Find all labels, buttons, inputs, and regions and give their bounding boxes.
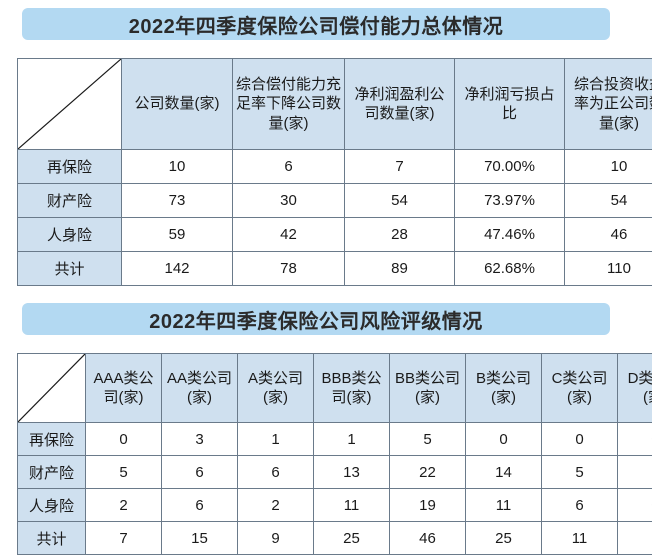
cell-value: 42 [232, 217, 345, 252]
table-row: 共计 7 15 9 25 46 25 11 2 [17, 521, 652, 555]
cell-value: 78 [232, 251, 345, 286]
cell-value: 46 [564, 217, 652, 252]
cell-value: 11 [541, 521, 618, 555]
cell-value: 6 [161, 488, 238, 522]
cell-value: 15 [161, 521, 238, 555]
cell-value: 142 [121, 251, 233, 286]
cell-value: 11 [465, 488, 542, 522]
cell-value: 6 [232, 149, 345, 184]
table-1-header-row: 公司数量(家) 综合偿付能力充足率下降公司数量(家) 净利润盈利公司数量(家) … [17, 58, 652, 150]
cell-value: 2 [617, 521, 652, 555]
column-header-profitable-companies: 净利润盈利公司数量(家) [344, 58, 455, 150]
cell-value: 89 [344, 251, 455, 286]
corner-diagonal-cell-2 [17, 353, 86, 423]
cell-value: 46 [389, 521, 466, 555]
cell-value: 0 [617, 422, 652, 456]
cell-value: 59 [121, 217, 233, 252]
cell-value: 1 [313, 422, 390, 456]
table-1-header: 公司数量(家) 综合偿付能力充足率下降公司数量(家) 净利润盈利公司数量(家) … [17, 58, 652, 150]
risk-rating-table: AAA类公司(家) AA类公司(家) A类公司(家) BBB类公司(家) BB类… [17, 353, 652, 555]
section-title-banner-2: 2022年四季度保险公司风险评级情况 [22, 303, 610, 335]
table-2-body: 再保险 0 3 1 1 5 0 0 0 财产险 5 6 6 13 22 14 5… [17, 422, 652, 555]
column-header-bbb: BBB类公司(家) [313, 353, 390, 423]
table-2-header: AAA类公司(家) AA类公司(家) A类公司(家) BBB类公司(家) BB类… [17, 353, 652, 423]
table-row: 共计 142 78 89 62.68% 110 [17, 251, 652, 286]
table-1-body: 再保险 10 6 7 70.00% 10 财产险 73 30 54 73.97%… [17, 149, 652, 286]
column-header-d: D类公司(家) [617, 353, 652, 423]
column-header-a: A类公司(家) [237, 353, 314, 423]
cell-value: 10 [121, 149, 233, 184]
cell-value: 0 [85, 422, 162, 456]
cell-value: 62.68% [454, 251, 565, 286]
corner-diagonal-cell-1 [17, 58, 122, 150]
row-label-reinsurance: 再保险 [17, 422, 86, 456]
column-header-aa: AA类公司(家) [161, 353, 238, 423]
cell-value: 25 [313, 521, 390, 555]
cell-value: 14 [465, 455, 542, 489]
cell-value: 2 [617, 455, 652, 489]
cell-value: 9 [237, 521, 314, 555]
row-label-property-insurance: 财产险 [17, 455, 86, 489]
cell-value: 73.97% [454, 183, 565, 218]
cell-value: 0 [541, 422, 618, 456]
section-title-banner-1: 2022年四季度保险公司偿付能力总体情况 [22, 8, 610, 40]
page-title-1: 2022年四季度保险公司偿付能力总体情况 [128, 15, 504, 38]
column-header-bb: BB类公司(家) [389, 353, 466, 423]
cell-value: 22 [389, 455, 466, 489]
cell-value: 110 [564, 251, 652, 286]
cell-value: 54 [564, 183, 652, 218]
column-header-positive-investment-return: 综合投资收益率为正公司数量(家) [564, 58, 652, 150]
table-row: 再保险 0 3 1 1 5 0 0 0 [17, 422, 652, 456]
cell-value: 3 [161, 422, 238, 456]
cell-value: 28 [344, 217, 455, 252]
table-row: 再保险 10 6 7 70.00% 10 [17, 149, 652, 184]
cell-value: 5 [389, 422, 466, 456]
cell-value: 25 [465, 521, 542, 555]
cell-value: 5 [85, 455, 162, 489]
cell-value: 6 [541, 488, 618, 522]
row-label-total: 共计 [17, 251, 122, 286]
cell-value: 47.46% [454, 217, 565, 252]
cell-value: 70.00% [454, 149, 565, 184]
cell-value: 6 [237, 455, 314, 489]
row-label-life-insurance: 人身险 [17, 488, 86, 522]
cell-value: 19 [389, 488, 466, 522]
column-header-company-count: 公司数量(家) [121, 58, 233, 150]
cell-value: 11 [313, 488, 390, 522]
cell-value: 1 [237, 422, 314, 456]
column-header-aaa: AAA类公司(家) [85, 353, 162, 423]
column-header-loss-ratio: 净利润亏损占比 [454, 58, 565, 150]
table-row: 人身险 59 42 28 47.46% 46 [17, 217, 652, 252]
column-header-c: C类公司(家) [541, 353, 618, 423]
cell-value: 10 [564, 149, 652, 184]
cell-value: 2 [85, 488, 162, 522]
row-label-total: 共计 [17, 521, 86, 555]
cell-value: 7 [85, 521, 162, 555]
row-label-property-insurance: 财产险 [17, 183, 122, 218]
cell-value: 6 [161, 455, 238, 489]
cell-value: 30 [232, 183, 345, 218]
column-header-solvency-ratio-decline: 综合偿付能力充足率下降公司数量(家) [232, 58, 345, 150]
cell-value: 2 [237, 488, 314, 522]
page-title-2: 2022年四季度保险公司风险评级情况 [149, 310, 483, 333]
table-row: 财产险 5 6 6 13 22 14 5 2 [17, 455, 652, 489]
cell-value: 0 [617, 488, 652, 522]
cell-value: 73 [121, 183, 233, 218]
cell-value: 54 [344, 183, 455, 218]
cell-value: 0 [465, 422, 542, 456]
cell-value: 7 [344, 149, 455, 184]
row-label-reinsurance: 再保险 [17, 149, 122, 184]
solvency-overview-table: 公司数量(家) 综合偿付能力充足率下降公司数量(家) 净利润盈利公司数量(家) … [17, 58, 652, 286]
table-2-header-row: AAA类公司(家) AA类公司(家) A类公司(家) BBB类公司(家) BB类… [17, 353, 652, 423]
row-label-life-insurance: 人身险 [17, 217, 122, 252]
column-header-b: B类公司(家) [465, 353, 542, 423]
cell-value: 13 [313, 455, 390, 489]
cell-value: 5 [541, 455, 618, 489]
table-row: 人身险 2 6 2 11 19 11 6 0 [17, 488, 652, 522]
table-row: 财产险 73 30 54 73.97% 54 [17, 183, 652, 218]
